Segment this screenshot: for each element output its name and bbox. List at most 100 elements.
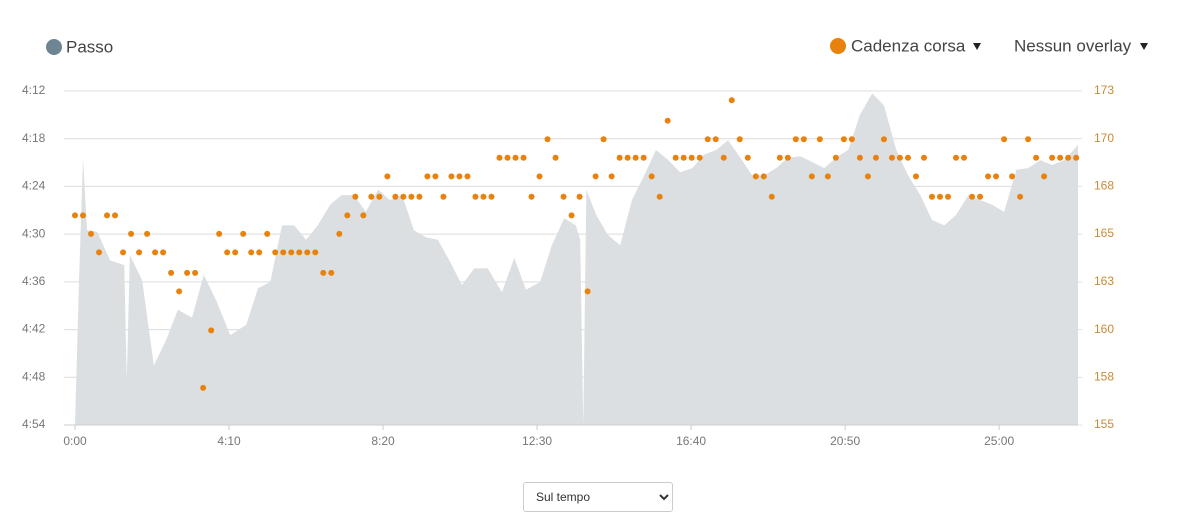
cadence-dot	[240, 230, 247, 237]
cadence-dot	[224, 249, 231, 256]
cadence-dot	[969, 193, 976, 200]
cadence-dot	[104, 212, 111, 219]
cadence-dot	[576, 193, 583, 200]
cadence-dot	[1017, 193, 1024, 200]
cadence-dot	[408, 193, 415, 200]
cadence-dot	[953, 154, 960, 161]
cadence-dot	[752, 173, 759, 180]
series	[72, 93, 1080, 425]
cadence-dot	[864, 173, 871, 180]
cadence-dot	[848, 136, 855, 143]
cadence-dot	[216, 230, 223, 237]
cadence-dot	[856, 154, 863, 161]
cadence-dot	[416, 193, 423, 200]
cadence-dot	[985, 173, 992, 180]
cadence-dot	[88, 230, 95, 237]
cadence-dot	[880, 136, 887, 143]
cadence-dot	[912, 173, 919, 180]
cadence-dot	[720, 154, 727, 161]
cadence-dot	[600, 136, 607, 143]
cadence-dot	[440, 193, 447, 200]
y-tick-label: 4:24	[22, 179, 46, 193]
cadence-dot	[72, 212, 78, 219]
y2-tick-label: 155	[1094, 417, 1114, 431]
x-mode-select[interactable]: Sul tempo	[523, 482, 673, 512]
y-tick-label: 4:54	[22, 417, 46, 431]
cadence-dot	[400, 193, 407, 200]
cadence-dot	[712, 136, 719, 143]
cadence-dot	[776, 154, 783, 161]
cadence-dot	[760, 173, 767, 180]
cadence-dot	[344, 212, 351, 219]
cadence-dot	[792, 136, 799, 143]
cadence-dot	[961, 154, 968, 161]
y2-tick-label: 170	[1094, 131, 1114, 145]
cadence-dot	[248, 249, 255, 256]
cadence-dot	[272, 249, 279, 256]
cadence-dot	[328, 269, 335, 276]
cadence-dot	[560, 193, 567, 200]
cadence-dot	[696, 154, 703, 161]
cadence-dot	[977, 193, 984, 200]
x-tick-label: 12:30	[522, 434, 552, 448]
cadence-dot	[320, 269, 327, 276]
cadence-dot	[584, 288, 591, 295]
y2-tick-label: 160	[1094, 322, 1114, 336]
cadence-dot	[392, 193, 399, 200]
cadence-dot	[512, 154, 519, 161]
cadence-dot	[1009, 173, 1016, 180]
cadence-dot	[624, 154, 631, 161]
dropdown-arrow[interactable]	[973, 43, 981, 50]
legend-marker	[46, 39, 62, 55]
overlay-selector[interactable]: Nessun overlay	[1014, 36, 1132, 55]
cadence-dot	[832, 154, 839, 161]
dropdown-arrow[interactable]	[1140, 43, 1148, 50]
cadence-dot	[304, 249, 311, 256]
y-tick-label: 4:36	[22, 274, 46, 288]
x-tick-label: 16:40	[676, 434, 706, 448]
cadence-dot	[504, 154, 511, 161]
cadence-dot	[208, 327, 215, 334]
x-tick-label: 25:00	[984, 434, 1014, 448]
y2-tick-label: 173	[1094, 83, 1114, 97]
cadence-dot	[288, 249, 295, 256]
cadence-dot	[632, 154, 639, 161]
cadence-dot	[528, 193, 535, 200]
cadence-dot	[136, 249, 143, 256]
cadence-dot	[112, 212, 119, 219]
y2-tick-label: 158	[1094, 369, 1114, 383]
x-tick-label: 8:20	[371, 434, 395, 448]
cadence-dot	[592, 173, 599, 180]
cadence-dot	[488, 193, 495, 200]
cadence-dot	[993, 173, 1000, 180]
cadence-dot	[280, 249, 287, 256]
cadence-dot	[152, 249, 159, 256]
cadence-dot	[176, 288, 183, 295]
cadence-dot	[160, 249, 167, 256]
cadence-dot	[904, 154, 911, 161]
cadence-dot	[520, 154, 527, 161]
cadence-dot	[360, 212, 367, 219]
cadence-dot	[432, 173, 439, 180]
cadence-dot	[736, 136, 743, 143]
legend-label[interactable]: Passo	[66, 37, 113, 56]
cadence-dot	[312, 249, 319, 256]
y-tick-label: 4:48	[22, 369, 46, 383]
cadence-dot	[192, 269, 199, 276]
cadence-dot	[928, 193, 935, 200]
cadence-dot	[536, 173, 543, 180]
cadence-dot	[464, 173, 471, 180]
cadence-dot	[680, 154, 687, 161]
y-tick-label: 4:30	[22, 226, 46, 240]
cadence-dot	[608, 173, 615, 180]
cadence-dot	[936, 193, 943, 200]
cadence-dot	[816, 136, 823, 143]
cadence-dot	[664, 117, 671, 124]
cadence-dot	[264, 230, 271, 237]
x-tick-label: 20:50	[830, 434, 860, 448]
cadence-dot	[376, 193, 383, 200]
cadence-dot	[648, 173, 655, 180]
y-tick-label: 4:12	[22, 83, 46, 97]
legend-label[interactable]: Cadenza corsa	[851, 36, 966, 55]
cadence-dot	[568, 212, 575, 219]
